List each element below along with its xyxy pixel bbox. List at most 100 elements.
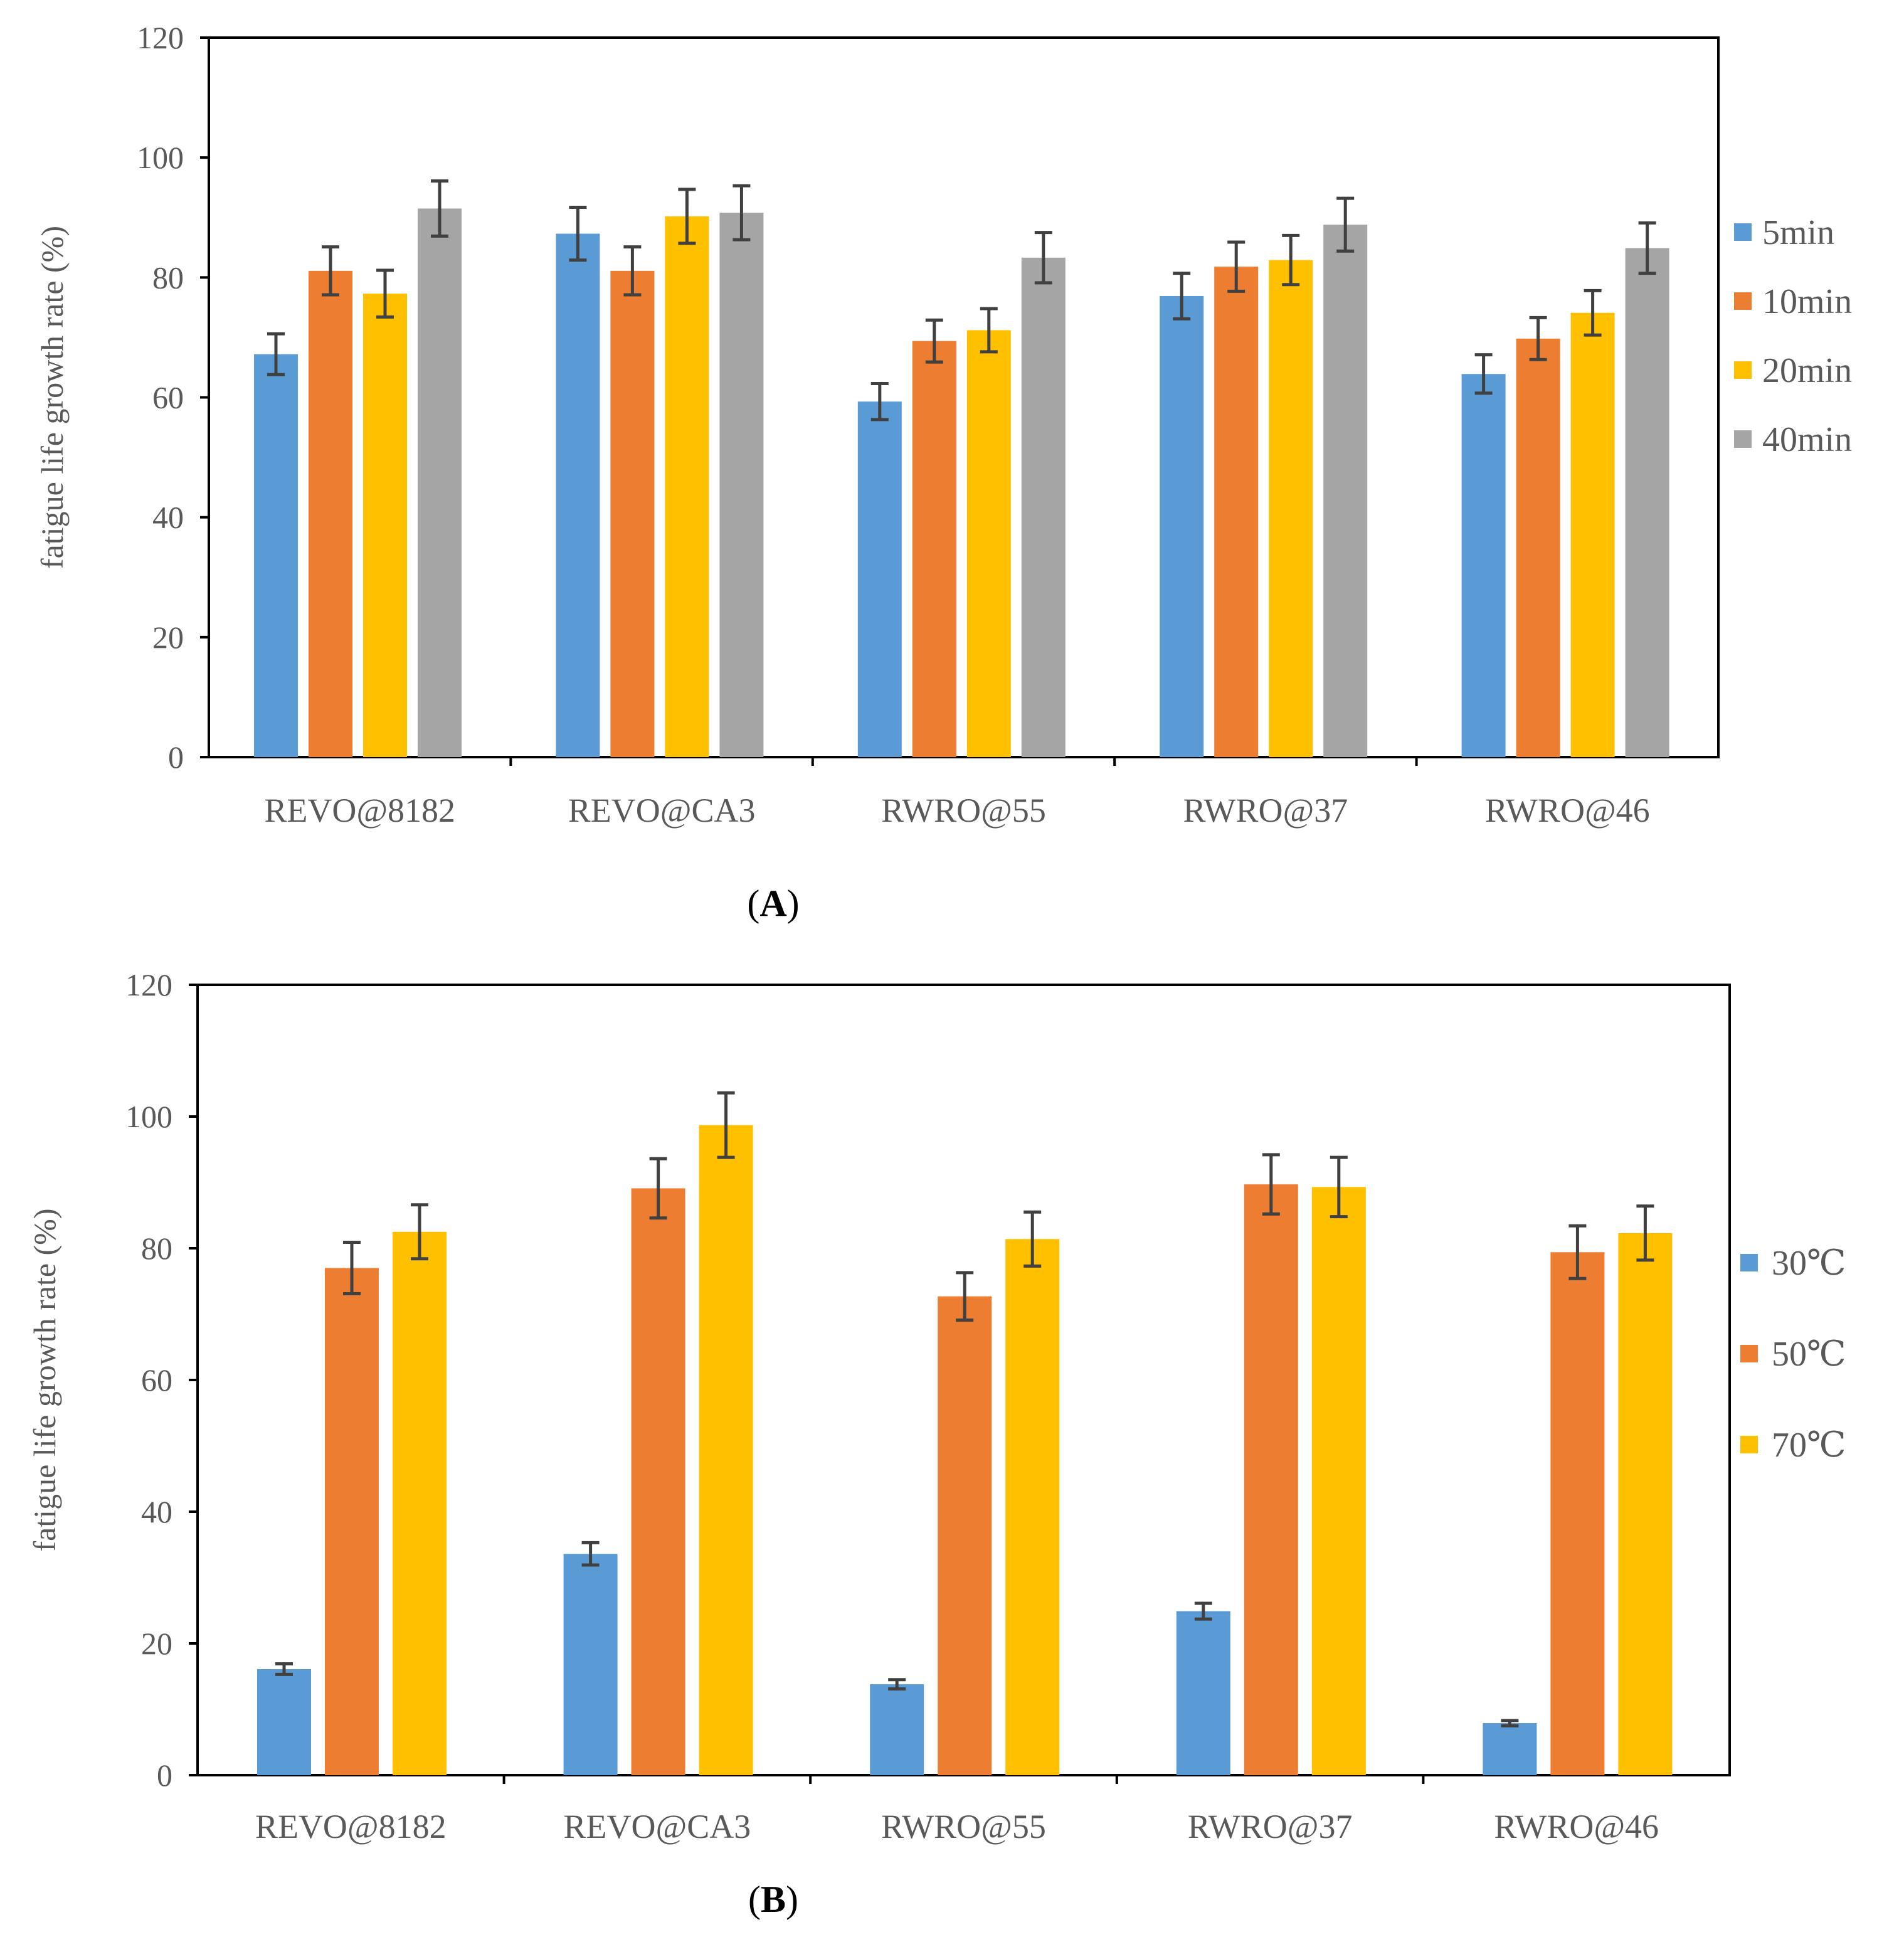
bar-rwro-37-2 <box>1244 1184 1298 1775</box>
bar-rwro-37-1 <box>1160 295 1204 757</box>
error-bar <box>1194 1601 1212 1621</box>
bar-rwro-46-1 <box>1461 374 1506 757</box>
x-category-label: RWRO@37 <box>1183 792 1348 829</box>
x-category-label: REVO@8182 <box>255 1808 447 1845</box>
error-bar <box>431 179 448 238</box>
bar-revo-ca3-3 <box>699 1125 753 1775</box>
error-bar <box>275 1662 293 1676</box>
error-bar <box>267 332 285 376</box>
legend-swatch <box>1734 223 1752 241</box>
bar-rwro-46-2 <box>1516 338 1560 757</box>
error-bar <box>343 1241 361 1295</box>
bar-revo-ca3-1 <box>563 1554 618 1775</box>
panel-label: (B) <box>748 1879 798 1920</box>
bar-revo-8182-1 <box>257 1669 311 1775</box>
y-tick-label: 60 <box>141 1362 172 1398</box>
y-tick-label: 100 <box>137 140 184 175</box>
error-bar <box>1474 353 1493 395</box>
panel-label: (A) <box>747 883 799 924</box>
error-bar <box>376 268 394 319</box>
x-category-label: RWRO@46 <box>1485 792 1650 829</box>
y-axis-title: fatigue life growth rate (%) <box>34 226 70 569</box>
bar-revo-ca3-2 <box>631 1188 685 1775</box>
error-bar <box>411 1203 428 1261</box>
error-bar <box>1584 289 1602 337</box>
y-tick-label: 120 <box>137 20 184 55</box>
x-category-label: RWRO@37 <box>1188 1808 1353 1845</box>
y-tick-label: 0 <box>157 1758 172 1793</box>
y-tick-label: 100 <box>125 1099 172 1134</box>
y-tick-label: 40 <box>152 500 184 535</box>
bar-revo-8182-2 <box>309 270 352 757</box>
y-tick-label: 80 <box>152 260 184 295</box>
bar-rwro-55-2 <box>912 341 956 757</box>
legend-label: 30℃ <box>1772 1244 1846 1283</box>
error-bar <box>649 1157 667 1220</box>
error-bar <box>1529 316 1547 361</box>
legend-swatch <box>1740 1254 1758 1271</box>
error-bar <box>678 188 696 245</box>
x-category-label: REVO@CA3 <box>568 792 756 829</box>
bar-revo-ca3-1 <box>556 233 600 757</box>
bar-revo-ca3-4 <box>719 213 764 757</box>
y-tick-label: 0 <box>168 740 184 775</box>
error-bar <box>956 1271 974 1322</box>
bar-revo-8182-1 <box>254 354 298 757</box>
legend-label: 50℃ <box>1772 1335 1846 1374</box>
bar-revo-ca3-2 <box>610 270 655 757</box>
y-tick-label: 120 <box>125 967 172 1002</box>
bar-revo-8182-4 <box>418 208 462 758</box>
bar-revo-8182-3 <box>363 294 407 757</box>
error-bar <box>980 307 998 354</box>
bar-rwro-55-4 <box>1021 257 1066 757</box>
legend-swatch <box>1734 430 1752 448</box>
error-bar <box>1636 1204 1654 1262</box>
bar-rwro-37-1 <box>1176 1611 1230 1775</box>
legend-label: 5min <box>1762 213 1834 252</box>
error-bar <box>888 1678 906 1690</box>
bar-rwro-37-3 <box>1269 260 1313 758</box>
legend-swatch <box>1740 1345 1758 1362</box>
legend-swatch <box>1734 361 1752 379</box>
x-category-label: RWRO@46 <box>1494 1808 1659 1845</box>
error-bar <box>1330 1155 1348 1219</box>
bar-rwro-46-3 <box>1570 312 1615 757</box>
bar-rwro-37-3 <box>1311 1187 1366 1775</box>
error-bar <box>733 184 751 241</box>
error-bar <box>1568 1224 1587 1280</box>
error-bar <box>1262 1153 1280 1216</box>
bar-rwro-46-4 <box>1625 248 1669 757</box>
error-bar <box>569 206 587 262</box>
error-bar <box>717 1091 735 1159</box>
legend-label: 40min <box>1762 420 1852 459</box>
error-bar <box>1638 221 1656 275</box>
error-bar <box>1173 272 1191 321</box>
y-tick-label: 60 <box>152 380 184 415</box>
bar-rwro-55-2 <box>938 1296 992 1775</box>
error-bar <box>322 245 339 297</box>
x-category-label: REVO@8182 <box>264 792 455 829</box>
y-tick-label: 20 <box>152 620 184 655</box>
error-bar <box>1282 233 1300 287</box>
bar-rwro-55-3 <box>1005 1239 1060 1775</box>
bar-rwro-46-2 <box>1550 1252 1605 1775</box>
bar-revo-ca3-3 <box>665 216 709 757</box>
error-bar <box>1501 1719 1519 1727</box>
x-category-label: RWRO@55 <box>881 1808 1046 1845</box>
y-tick-label: 80 <box>141 1231 172 1266</box>
legend-swatch <box>1740 1436 1758 1453</box>
bar-rwro-55-3 <box>966 330 1011 757</box>
error-bar <box>623 245 642 297</box>
y-tick-label: 40 <box>141 1494 172 1529</box>
chart-panel-a: 0 20 40 60 80 100 120 fatigue life growth rate … <box>34 20 1852 924</box>
bar-revo-8182-3 <box>393 1231 447 1775</box>
legend-swatch <box>1734 292 1752 310</box>
bar-rwro-37-4 <box>1323 225 1368 758</box>
error-bar <box>925 318 943 364</box>
error-bar <box>1227 240 1246 293</box>
bar-rwro-55-1 <box>857 401 902 757</box>
error-bar <box>870 382 889 422</box>
bar-revo-8182-2 <box>325 1268 379 1775</box>
error-bar <box>1023 1210 1042 1268</box>
